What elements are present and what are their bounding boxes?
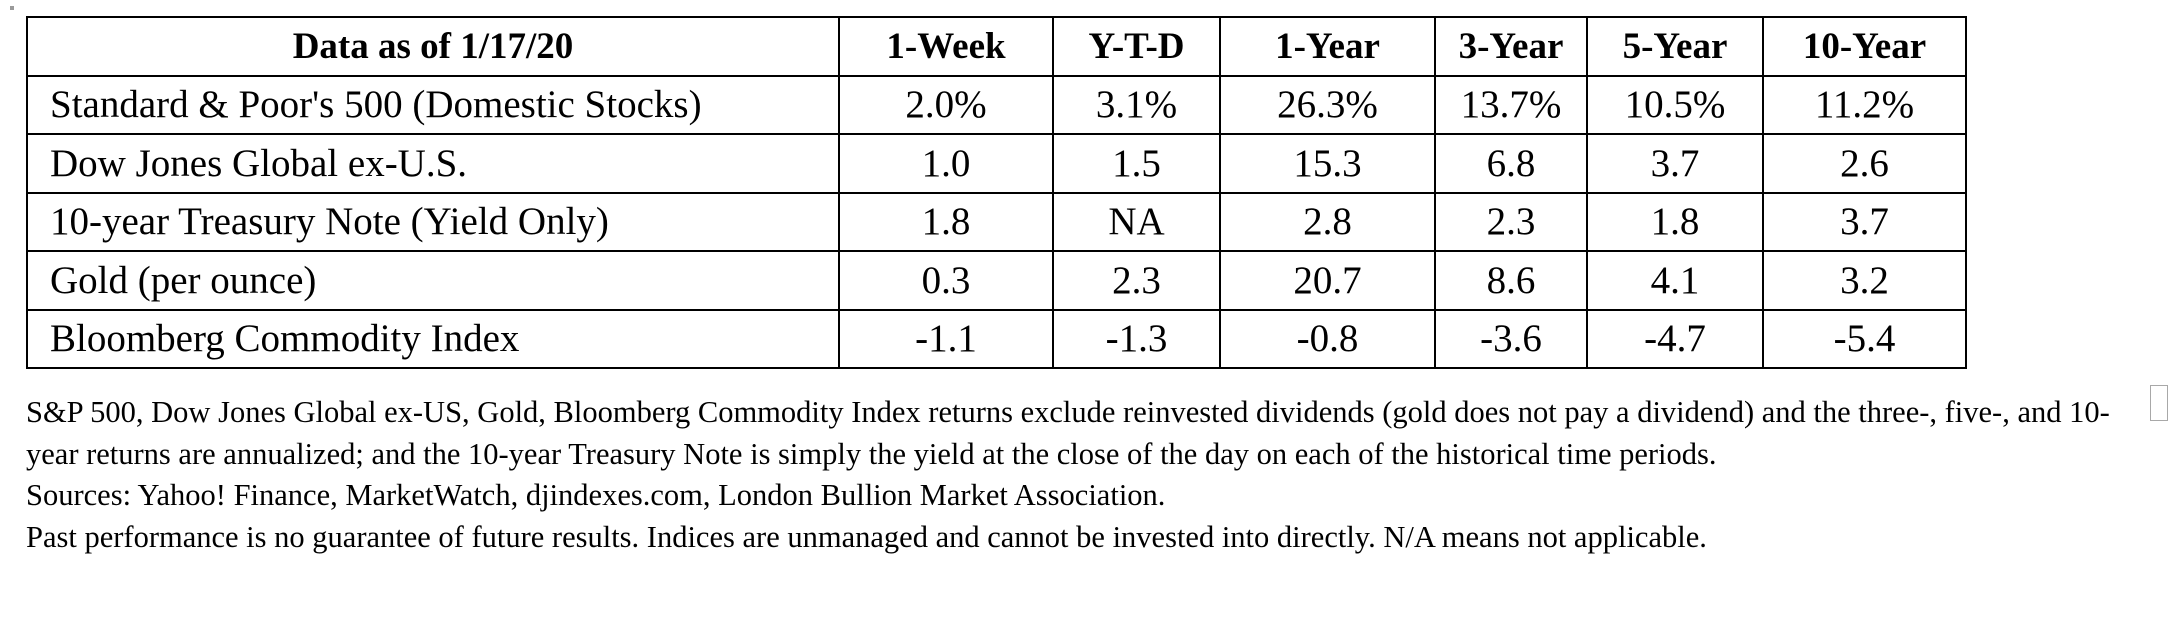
table-row: 10-year Treasury Note (Yield Only) 1.8 N… (26, 191, 1967, 252)
cell-1-week: 1.0 (838, 133, 1054, 194)
header-data-as-of: Data as of 1/17/20 (26, 16, 840, 77)
header-10-year: 10-Year (1762, 16, 1967, 77)
header-5-year: 5-Year (1586, 16, 1764, 77)
cell-5-year: 3.7 (1586, 133, 1764, 194)
cell-5-year: 10.5% (1586, 74, 1764, 135)
row-label: Gold (per ounce) (26, 250, 840, 311)
cell-ytd: -1.3 (1052, 308, 1221, 369)
cell-1-year: -0.8 (1219, 308, 1436, 369)
cell-3-year: -3.6 (1434, 308, 1588, 369)
cell-1-year: 20.7 (1219, 250, 1436, 311)
cell-1-week: -1.1 (838, 308, 1054, 369)
row-label: Bloomberg Commodity Index (26, 308, 840, 369)
performance-table: Data as of 1/17/20 1-Week Y-T-D 1-Year 3… (26, 16, 1967, 369)
cell-3-year: 6.8 (1434, 133, 1588, 194)
performance-table-container: Data as of 1/17/20 1-Week Y-T-D 1-Year 3… (26, 16, 1967, 369)
cell-5-year: -4.7 (1586, 308, 1764, 369)
cell-3-year: 8.6 (1434, 250, 1588, 311)
header-1-year: 1-Year (1219, 16, 1436, 77)
cell-ytd: NA (1052, 191, 1221, 252)
cell-5-year: 1.8 (1586, 191, 1764, 252)
row-label: Standard & Poor's 500 (Domestic Stocks) (26, 74, 840, 135)
text-box-handle (2150, 385, 2168, 421)
cell-1-week: 1.8 (838, 191, 1054, 252)
cell-10-year: 3.2 (1762, 250, 1967, 311)
cell-ytd: 3.1% (1052, 74, 1221, 135)
table-row: Gold (per ounce) 0.3 2.3 20.7 8.6 4.1 3.… (26, 250, 1967, 311)
cell-1-week: 2.0% (838, 74, 1054, 135)
cell-ytd: 1.5 (1052, 133, 1221, 194)
cell-10-year: 2.6 (1762, 133, 1967, 194)
sources-note: Sources: Yahoo! Finance, MarketWatch, dj… (26, 478, 1166, 512)
header-ytd: Y-T-D (1052, 16, 1221, 77)
cell-10-year: -5.4 (1762, 308, 1967, 369)
cell-10-year: 11.2% (1762, 74, 1967, 135)
cell-ytd: 2.3 (1052, 250, 1221, 311)
disclaimer-note: S&P 500, Dow Jones Global ex-US, Gold, B… (26, 395, 2110, 471)
cell-1-year: 15.3 (1219, 133, 1436, 194)
table-row: Standard & Poor's 500 (Domestic Stocks) … (26, 74, 1967, 135)
header-row: Data as of 1/17/20 1-Week Y-T-D 1-Year 3… (26, 16, 1967, 77)
table-row: Bloomberg Commodity Index -1.1 -1.3 -0.8… (26, 308, 1967, 369)
footnotes: S&P 500, Dow Jones Global ex-US, Gold, B… (26, 392, 2146, 558)
corner-mark (10, 6, 14, 10)
cell-1-week: 0.3 (838, 250, 1054, 311)
table-row: Dow Jones Global ex-U.S. 1.0 1.5 15.3 6.… (26, 133, 1967, 194)
row-label: Dow Jones Global ex-U.S. (26, 133, 840, 194)
cell-10-year: 3.7 (1762, 191, 1967, 252)
cell-5-year: 4.1 (1586, 250, 1764, 311)
header-3-year: 3-Year (1434, 16, 1588, 77)
past-performance-note: Past performance is no guarantee of futu… (26, 519, 1707, 554)
cell-1-year: 26.3% (1219, 74, 1436, 135)
cell-3-year: 2.3 (1434, 191, 1588, 252)
cell-3-year: 13.7% (1434, 74, 1588, 135)
header-1-week: 1-Week (838, 16, 1054, 77)
cell-1-year: 2.8 (1219, 191, 1436, 252)
row-label: 10-year Treasury Note (Yield Only) (26, 191, 840, 252)
